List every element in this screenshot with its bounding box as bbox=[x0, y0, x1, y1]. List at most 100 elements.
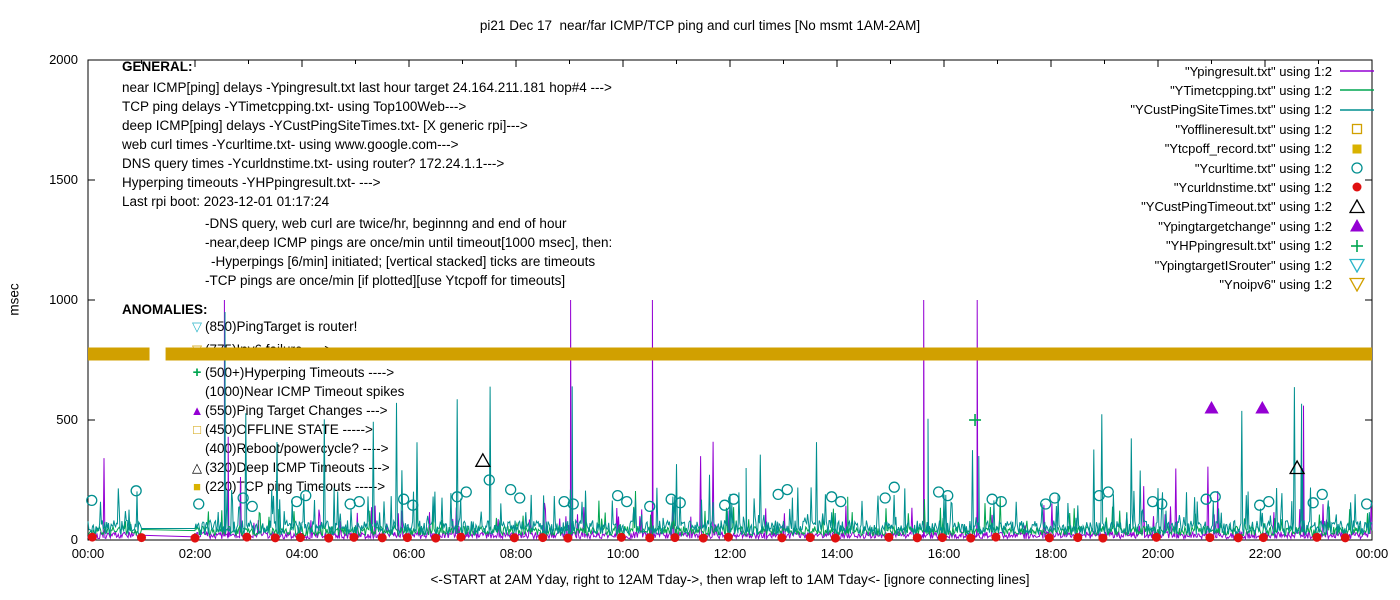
point-Ycurldnstime bbox=[87, 532, 97, 542]
point-Ycurldnstime bbox=[645, 533, 655, 543]
point-Ycurltime bbox=[888, 481, 900, 493]
point-Ycurldnstime bbox=[377, 533, 387, 543]
point-Ycurltime bbox=[567, 498, 579, 510]
point-Ycurldnstime bbox=[242, 532, 252, 542]
open-square-icon: □ bbox=[193, 421, 201, 437]
x-tick-label: 20:00 bbox=[1141, 546, 1175, 561]
point-Ycurltime bbox=[1307, 497, 1319, 509]
general-note-line: Last rpi boot: 2023-12-01 01:17:24 bbox=[122, 194, 330, 209]
x-tick-label: 04:00 bbox=[285, 546, 319, 561]
anomaly-text: (550)Ping Target Changes ---> bbox=[205, 403, 388, 418]
general-note-line: Hyperping timeouts -YHPpingresult.txt- -… bbox=[122, 175, 381, 190]
point-Ycurltime bbox=[942, 489, 954, 502]
point-Ycurldnstime bbox=[324, 533, 334, 543]
point-Ycurltime bbox=[1361, 498, 1373, 510]
point-Ycurltime bbox=[644, 500, 656, 513]
point-Ycurltime bbox=[772, 488, 784, 501]
point-Ycurltime bbox=[451, 491, 463, 503]
point-Ycurldnstime bbox=[937, 533, 947, 543]
point-Ycurltime bbox=[781, 483, 793, 496]
point-Ycurldnstime bbox=[190, 533, 200, 543]
point-Ycurltime bbox=[344, 498, 356, 510]
point-Ycurltime bbox=[290, 495, 303, 508]
general-note-line: web curl times -Ycurltime.txt- using www… bbox=[122, 137, 459, 152]
y-tick-label: 2000 bbox=[49, 52, 78, 67]
point-Ycurltime bbox=[130, 485, 142, 497]
band-Ynoipv6 bbox=[88, 347, 150, 361]
general-note-line: DNS query times -Ycurldnstime.txt- using… bbox=[122, 156, 505, 171]
x-tick-label: 02:00 bbox=[178, 546, 212, 561]
anomaly-note-line: ▽ (850)PingTarget is router! bbox=[189, 319, 357, 334]
point-Ycurltime bbox=[719, 499, 731, 511]
general-note-line: -DNS query, web curl are twice/hr, begin… bbox=[205, 216, 567, 231]
x-tick-label: 06:00 bbox=[392, 546, 426, 561]
open-triangle-up-icon: △ bbox=[192, 459, 202, 475]
point-Ycurltime bbox=[193, 498, 205, 510]
point-Ycurldnstime bbox=[1340, 533, 1350, 543]
point-Ypingtargetchange bbox=[1255, 401, 1270, 414]
point-Ycurldnstime bbox=[1044, 533, 1054, 543]
point-Ycurltime bbox=[397, 493, 410, 505]
x-axis-label: <-START at 2AM Yday, right to 12AM Tday-… bbox=[430, 572, 1030, 587]
anomaly-text: (1000)Near ICMP Timeout spikes bbox=[205, 384, 405, 399]
point-Ycurltime bbox=[300, 489, 312, 502]
point-Ycurldnstime bbox=[616, 532, 626, 542]
point-Ypingtargetchange bbox=[1204, 401, 1219, 414]
point-Ycurldnstime bbox=[1073, 533, 1083, 543]
point-Ycurltime bbox=[879, 492, 891, 504]
point-Ycurltime bbox=[353, 495, 365, 508]
point-Ycurldnstime bbox=[805, 533, 815, 543]
point-Ycurltime bbox=[246, 500, 258, 513]
point-Ycurldnstime bbox=[402, 533, 412, 543]
point-Ycurltime bbox=[407, 499, 419, 511]
point-Ycurldnstime bbox=[777, 533, 787, 543]
point-Ycurltime bbox=[483, 474, 495, 486]
series-YCustPingSiteTimes bbox=[87, 311, 1373, 537]
point-Ycurltime bbox=[1049, 492, 1061, 504]
point-Ycurltime bbox=[612, 489, 624, 502]
point-Ycurltime bbox=[460, 486, 472, 498]
point-Ycurldnstime bbox=[1205, 533, 1215, 543]
point-Ycurldnstime bbox=[295, 533, 305, 543]
point-Ycurltime bbox=[86, 494, 98, 507]
filled-triangle-up-icon: ▲ bbox=[190, 402, 204, 418]
plus-icon: + bbox=[192, 363, 202, 381]
x-tick-label: 22:00 bbox=[1248, 546, 1282, 561]
anomaly-text: (400)Reboot/powercycle? ----> bbox=[205, 441, 389, 456]
point-Ycurltime bbox=[1209, 491, 1221, 503]
y-tick-label: 500 bbox=[56, 412, 78, 427]
x-tick-label: 08:00 bbox=[499, 546, 533, 561]
plot-border bbox=[87, 59, 1373, 541]
point-Ycurldnstime bbox=[966, 533, 976, 543]
point-Ycurldnstime bbox=[509, 533, 519, 543]
point-Ycurldnstime bbox=[1258, 533, 1268, 543]
point-Ycurltime bbox=[504, 483, 517, 496]
point-Ycurldnstime bbox=[1151, 532, 1161, 542]
filled-square-icon: ■ bbox=[193, 478, 201, 494]
point-Ycurldnstime bbox=[912, 533, 922, 543]
point-Ycurltime bbox=[1316, 488, 1328, 501]
point-Ycurltime bbox=[558, 495, 570, 508]
point-Ycurltime bbox=[826, 491, 838, 503]
anomaly-text: (500+)Hyperping Timeouts ----> bbox=[205, 365, 395, 380]
point-Ycurltime bbox=[1200, 493, 1212, 505]
point-Ycurltime bbox=[1263, 495, 1275, 508]
general-note-line: -TCP pings are once/min [if plotted][use… bbox=[205, 273, 566, 288]
general-heading: GENERAL: bbox=[122, 59, 193, 74]
anomaly-note-line: (400)Reboot/powercycle? ----> bbox=[189, 441, 388, 456]
y-tick-label: 1000 bbox=[49, 292, 78, 307]
point-Ycurltime bbox=[621, 495, 633, 508]
point-Ycurldnstime bbox=[830, 533, 840, 543]
point-Ycurldnstime bbox=[1233, 533, 1243, 543]
point-Ycurldnstime bbox=[1098, 533, 1108, 543]
point-Ycurldnstime bbox=[456, 532, 466, 542]
point-Ycurltime bbox=[835, 495, 847, 508]
x-tick-label: 18:00 bbox=[1034, 546, 1068, 561]
point-Ycurltime bbox=[237, 492, 249, 504]
point-Ycurldnstime bbox=[698, 533, 708, 543]
point-YCustPingTimeout bbox=[474, 452, 491, 467]
anomaly-note-line: □ (450)OFFLINE STATE -----> bbox=[189, 422, 373, 437]
point-Ycurltime bbox=[1040, 498, 1052, 510]
